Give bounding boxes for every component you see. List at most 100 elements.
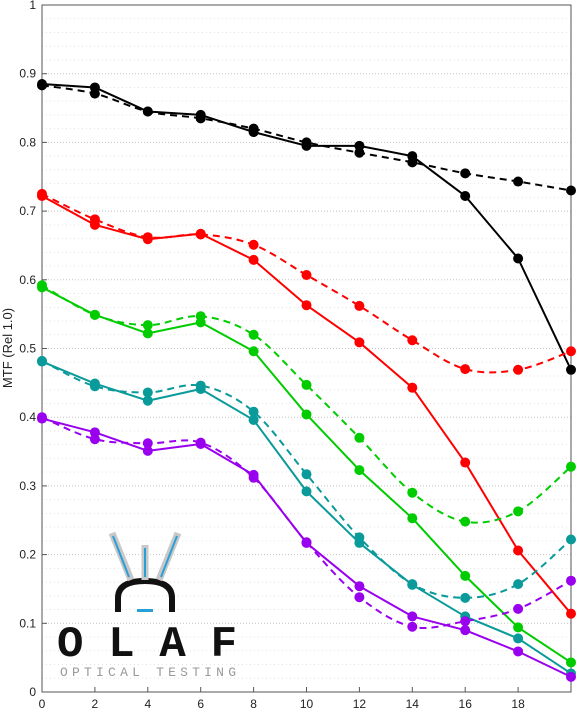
data-point bbox=[89, 381, 100, 392]
data-point bbox=[248, 239, 259, 250]
data-point bbox=[37, 188, 47, 199]
data-point bbox=[248, 414, 259, 425]
data-point bbox=[513, 176, 524, 187]
data-point bbox=[354, 465, 365, 476]
data-point bbox=[354, 140, 365, 151]
series-line bbox=[41, 193, 572, 374]
data-point bbox=[142, 232, 153, 243]
data-point bbox=[89, 309, 100, 320]
data-point bbox=[407, 335, 418, 346]
series-3-dashed bbox=[37, 188, 576, 375]
data-point bbox=[513, 579, 524, 590]
y-tick-label: 0 bbox=[29, 685, 36, 699]
data-point bbox=[248, 254, 259, 265]
x-tick-label: 2 bbox=[92, 697, 99, 711]
data-point bbox=[460, 516, 471, 527]
y-tick-label: 0.4 bbox=[19, 410, 36, 424]
y-tick-label: 1 bbox=[29, 0, 36, 12]
series-4-solid bbox=[37, 282, 576, 668]
tick-labels: 00.10.20.30.40.50.60.70.80.910 2 4 6 8 10 12 14… bbox=[19, 0, 525, 711]
data-point bbox=[142, 106, 153, 117]
y-axis-label: MTF (Rel 1.0) bbox=[0, 308, 15, 388]
data-point bbox=[142, 387, 153, 398]
y-tick-label: 0.1 bbox=[19, 616, 36, 630]
x-tick-label: 18 bbox=[511, 697, 525, 711]
data-point bbox=[513, 364, 524, 375]
data-point bbox=[460, 616, 471, 627]
data-point bbox=[407, 611, 418, 622]
y-tick-label: 0.3 bbox=[19, 479, 36, 493]
y-tick-label: 0.8 bbox=[19, 135, 36, 149]
logo-mark-icon bbox=[108, 531, 182, 612]
logo-wordmark: OLAF bbox=[57, 620, 237, 670]
data-point bbox=[142, 395, 153, 406]
data-point bbox=[301, 537, 312, 548]
data-point bbox=[354, 581, 365, 592]
data-point bbox=[354, 300, 365, 311]
data-point bbox=[354, 337, 365, 348]
data-point bbox=[195, 380, 206, 391]
data-point bbox=[513, 253, 524, 264]
data-point bbox=[513, 646, 524, 657]
x-tick-label: 6 bbox=[197, 697, 204, 711]
data-point bbox=[460, 168, 471, 179]
data-point bbox=[354, 592, 365, 603]
series-0-solid bbox=[37, 79, 576, 375]
data-point bbox=[301, 269, 312, 280]
data-point bbox=[354, 432, 365, 443]
y-tick-label: 0.7 bbox=[19, 204, 36, 218]
data-point bbox=[248, 346, 259, 357]
data-point bbox=[354, 532, 365, 543]
data-point bbox=[37, 280, 47, 291]
series-line bbox=[41, 416, 572, 629]
data-point bbox=[195, 437, 206, 448]
data-point bbox=[89, 434, 100, 445]
x-tick-label: 0 bbox=[39, 697, 46, 711]
data-point bbox=[248, 472, 259, 483]
data-point bbox=[566, 657, 576, 668]
series-line bbox=[41, 84, 572, 192]
data-point bbox=[460, 364, 471, 375]
data-point bbox=[513, 506, 524, 517]
data-point bbox=[513, 633, 524, 644]
data-point bbox=[566, 364, 576, 375]
data-point bbox=[460, 190, 471, 201]
x-tick-label: 12 bbox=[353, 697, 367, 711]
data-point bbox=[460, 625, 471, 636]
data-point bbox=[37, 412, 47, 423]
series-7-dashed bbox=[37, 355, 576, 603]
data-point bbox=[195, 311, 206, 322]
data-point bbox=[566, 461, 576, 472]
series-5-dashed bbox=[37, 280, 576, 527]
data-point bbox=[566, 185, 576, 196]
series-2-solid bbox=[37, 190, 576, 619]
data-point bbox=[195, 229, 206, 240]
x-tick-label: 8 bbox=[250, 697, 257, 711]
data-point bbox=[566, 671, 576, 682]
data-point bbox=[301, 486, 312, 497]
y-tick-label: 0.9 bbox=[19, 67, 36, 81]
logo-tagline: OPTICAL TESTING bbox=[60, 665, 236, 680]
data-point bbox=[407, 157, 418, 168]
series-line bbox=[41, 359, 572, 599]
data-point bbox=[37, 80, 47, 91]
data-point bbox=[407, 487, 418, 498]
series-9-dashed bbox=[37, 412, 576, 632]
data-point bbox=[460, 570, 471, 581]
data-point bbox=[248, 123, 259, 134]
data-point bbox=[301, 409, 312, 420]
data-point bbox=[301, 137, 312, 148]
series-1-dashed bbox=[37, 80, 576, 196]
data-point bbox=[37, 355, 47, 366]
data-point bbox=[195, 113, 206, 124]
data-point bbox=[407, 382, 418, 393]
x-tick-label: 14 bbox=[406, 697, 420, 711]
series-group bbox=[37, 79, 576, 682]
data-point bbox=[513, 622, 524, 633]
data-point bbox=[460, 592, 471, 603]
x-tick-label: 10 bbox=[300, 697, 314, 711]
data-point bbox=[301, 300, 312, 311]
series-line bbox=[41, 83, 572, 371]
data-point bbox=[566, 346, 576, 357]
data-point bbox=[354, 147, 365, 158]
